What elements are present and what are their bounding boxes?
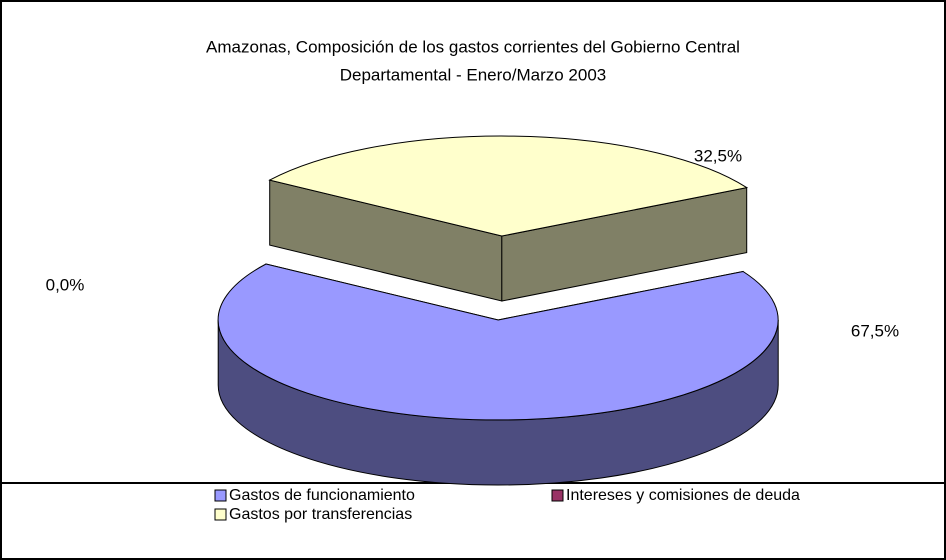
legend-swatch: [214, 489, 227, 502]
legend-swatch: [214, 508, 227, 521]
data-label: 67,5%: [851, 321, 899, 340]
legend-swatch: [551, 489, 564, 502]
legend: Gastos de funcionamiento Intereses y comi…: [214, 487, 800, 523]
legend-label: Gastos por transferencias: [229, 506, 412, 523]
legend-label: Intereses y comisiones de deuda: [566, 487, 800, 504]
chart-title: Amazonas, Composición de los gastos corr…: [206, 37, 740, 56]
data-label: 0,0%: [46, 275, 85, 294]
legend-box: [0, 482, 946, 560]
legend-label: Gastos de funcionamiento: [229, 487, 415, 504]
slice-top: [268, 135, 749, 237]
slice-top: [217, 263, 779, 421]
data-label: 32,5%: [694, 146, 742, 165]
chart-title: Departamental - Enero/Marzo 2003: [340, 65, 606, 84]
